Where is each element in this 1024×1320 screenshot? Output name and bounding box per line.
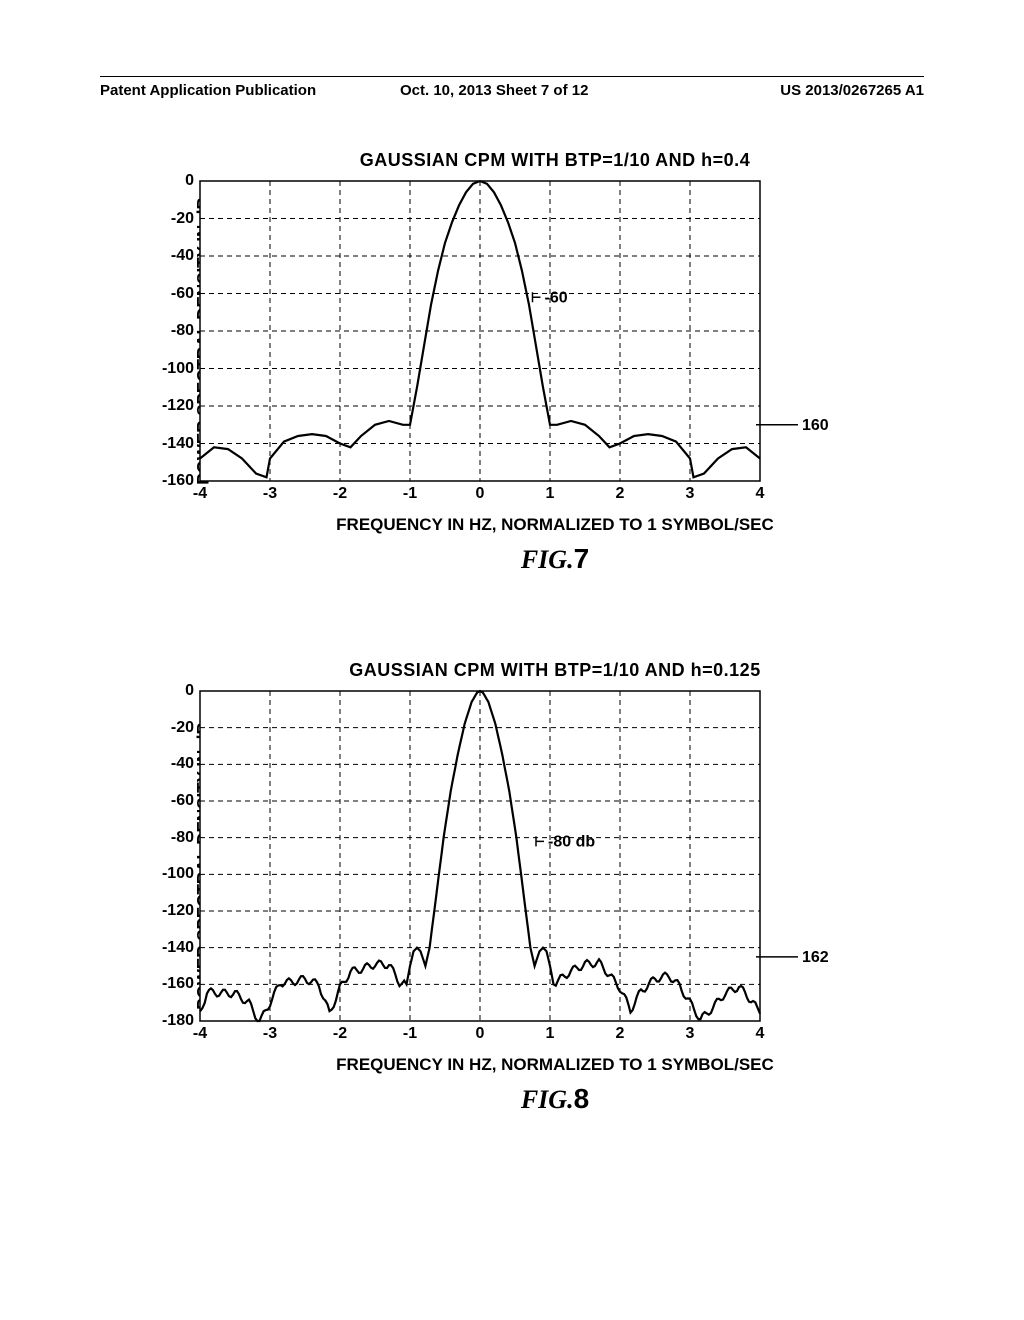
- ytick-label: -120: [162, 902, 194, 920]
- xtick-label: -2: [330, 1025, 350, 1043]
- fig7-xlabel: FREQUENCY IN HZ, NORMALIZED TO 1 SYMBOL/…: [200, 515, 910, 535]
- fig8-caption-prefix: FIG.: [521, 1085, 574, 1114]
- ytick-label: -40: [171, 247, 194, 265]
- fig7-chart-wrap: POWER SPECTRAL DENSITY IN dB -601600-20-…: [150, 171, 910, 511]
- ytick-label: -20: [171, 210, 194, 228]
- xtick-label: 2: [610, 1025, 630, 1043]
- header-rule: [100, 76, 924, 77]
- fig7-caption-prefix: FIG.: [521, 545, 574, 574]
- fig7-caption-num: 7: [574, 543, 590, 574]
- xtick-label: 3: [680, 1025, 700, 1043]
- xtick-label: 4: [750, 1025, 770, 1043]
- svg-text:160: 160: [802, 417, 829, 434]
- xtick-label: 2: [610, 485, 630, 503]
- xtick-label: -1: [400, 1025, 420, 1043]
- xtick-label: -3: [260, 485, 280, 503]
- ytick-label: -60: [171, 792, 194, 810]
- header-left: Patent Application Publication: [100, 82, 316, 99]
- xtick-label: 1: [540, 485, 560, 503]
- xtick-label: 0: [470, 1025, 490, 1043]
- xtick-label: -2: [330, 485, 350, 503]
- ytick-label: -100: [162, 865, 194, 883]
- figure-7: GAUSSIAN CPM WITH BTP=1/10 AND h=0.4 POW…: [150, 150, 910, 575]
- fig8-xlabel: FREQUENCY IN HZ, NORMALIZED TO 1 SYMBOL/…: [200, 1055, 910, 1075]
- fig8-plot: -80 db1620-20-40-60-80-100-120-140-160-1…: [150, 681, 910, 1051]
- xtick-label: 3: [680, 485, 700, 503]
- fig7-plot: -601600-20-40-60-80-100-120-140-160-4-3-…: [150, 171, 910, 511]
- ytick-label: -20: [171, 719, 194, 737]
- fig7-title: GAUSSIAN CPM WITH BTP=1/10 AND h=0.4: [200, 150, 910, 171]
- fig8-chart-wrap: POWER SPECTRAL DENSITY IN dB -80 db1620-…: [150, 681, 910, 1051]
- ytick-label: -140: [162, 939, 194, 957]
- ytick-label: -140: [162, 435, 194, 453]
- ytick-label: 0: [185, 682, 194, 700]
- ytick-label: 0: [185, 172, 194, 190]
- xtick-label: -1: [400, 485, 420, 503]
- ytick-label: -120: [162, 397, 194, 415]
- fig8-title: GAUSSIAN CPM WITH BTP=1/10 AND h=0.125: [200, 660, 910, 681]
- fig8-caption: FIG.8: [200, 1083, 910, 1115]
- svg-text:-80 db: -80 db: [548, 833, 595, 850]
- ytick-label: -80: [171, 322, 194, 340]
- figure-8: GAUSSIAN CPM WITH BTP=1/10 AND h=0.125 P…: [150, 660, 910, 1115]
- fig8-caption-num: 8: [574, 1083, 590, 1114]
- ytick-label: -60: [171, 285, 194, 303]
- xtick-label: 1: [540, 1025, 560, 1043]
- ytick-label: -160: [162, 975, 194, 993]
- svg-text:162: 162: [802, 949, 829, 966]
- ytick-label: -80: [171, 829, 194, 847]
- xtick-label: 0: [470, 485, 490, 503]
- ytick-label: -40: [171, 755, 194, 773]
- xtick-label: -4: [190, 1025, 210, 1043]
- xtick-label: -4: [190, 485, 210, 503]
- svg-text:-60: -60: [545, 289, 568, 306]
- xtick-label: 4: [750, 485, 770, 503]
- fig7-caption: FIG.7: [200, 543, 910, 575]
- header-center: Oct. 10, 2013 Sheet 7 of 12: [400, 82, 588, 99]
- header-right: US 2013/0267265 A1: [780, 82, 924, 99]
- ytick-label: -100: [162, 360, 194, 378]
- xtick-label: -3: [260, 1025, 280, 1043]
